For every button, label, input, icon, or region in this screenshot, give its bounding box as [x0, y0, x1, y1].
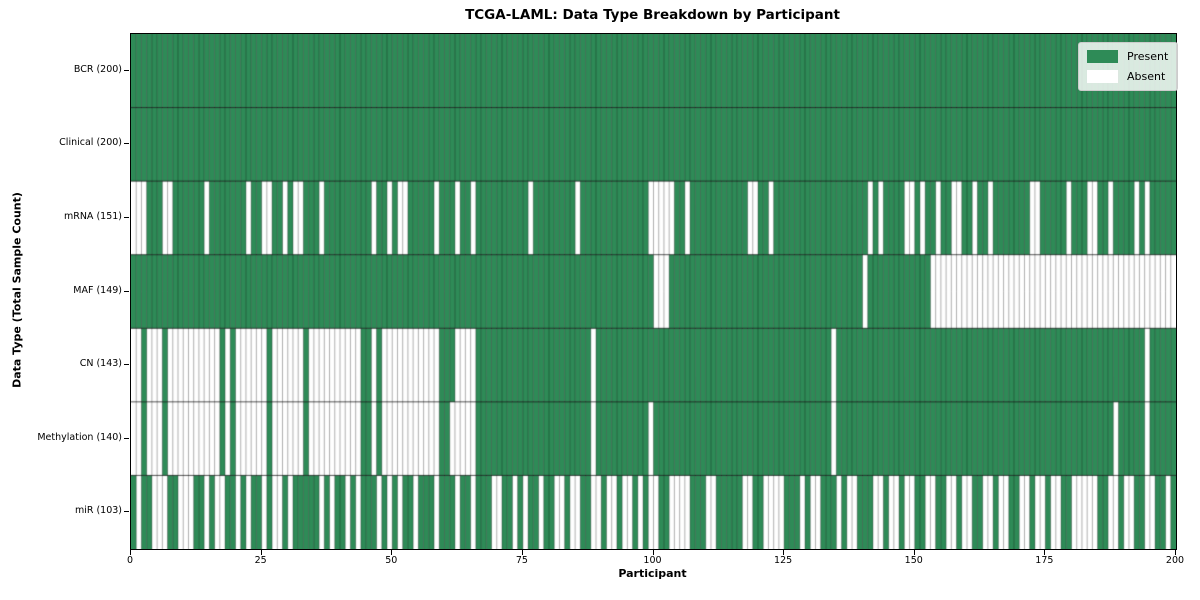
x-tick-label: 125 — [774, 555, 793, 566]
plot-area: Present Absent — [130, 33, 1179, 550]
y-tick-mark — [124, 69, 129, 71]
x-tick-mark — [1175, 549, 1176, 555]
y-tick-label: CN (143) — [79, 358, 122, 370]
y-tick-label: mRNA (151) — [63, 210, 122, 222]
y-tick-mark — [124, 364, 129, 366]
x-tick-label: 175 — [1035, 555, 1054, 566]
x-tick-label: 0 — [126, 555, 134, 566]
y-tick-mark — [124, 511, 129, 513]
y-tick-mark — [124, 143, 129, 145]
x-tick-mark — [652, 549, 654, 555]
y-tick-label: BCR (200) — [73, 63, 122, 75]
x-tick-label: 100 — [643, 555, 662, 566]
legend-label-absent: Absent — [1127, 70, 1166, 83]
x-tick-mark — [391, 549, 393, 555]
x-tick-mark — [130, 549, 131, 555]
x-tick-mark — [1044, 549, 1046, 555]
x-axis-title: Participant — [618, 567, 687, 580]
y-tick-label: Clinical (200) — [59, 137, 122, 149]
x-tick-mark — [783, 549, 785, 555]
legend: Present Absent — [1078, 42, 1179, 91]
y-tick-mark — [124, 437, 129, 439]
x-tick-mark — [913, 549, 915, 555]
x-tick-mark — [260, 549, 262, 555]
heatmap-canvas — [131, 34, 1176, 549]
x-tick-label: 200 — [1165, 555, 1185, 566]
x-tick-label: 25 — [254, 555, 267, 566]
x-tick-mark — [521, 549, 523, 555]
x-tick-label: 150 — [904, 555, 923, 566]
legend-item-absent: Absent — [1087, 70, 1168, 83]
x-tick-label: 50 — [385, 555, 398, 566]
absent-swatch — [1087, 70, 1118, 83]
y-tick-label: MAF (149) — [73, 284, 122, 296]
present-swatch — [1087, 50, 1118, 63]
y-tick-label: Methylation (140) — [37, 431, 122, 443]
chart-title: TCGA-LAML: Data Type Breakdown by Partic… — [465, 7, 840, 23]
x-tick-label: 75 — [515, 555, 528, 566]
legend-item-present: Present — [1087, 50, 1168, 63]
y-tick-mark — [124, 290, 129, 292]
y-tick-mark — [124, 216, 129, 218]
legend-label-present: Present — [1127, 50, 1169, 63]
y-tick-label: miR (103) — [74, 505, 122, 517]
